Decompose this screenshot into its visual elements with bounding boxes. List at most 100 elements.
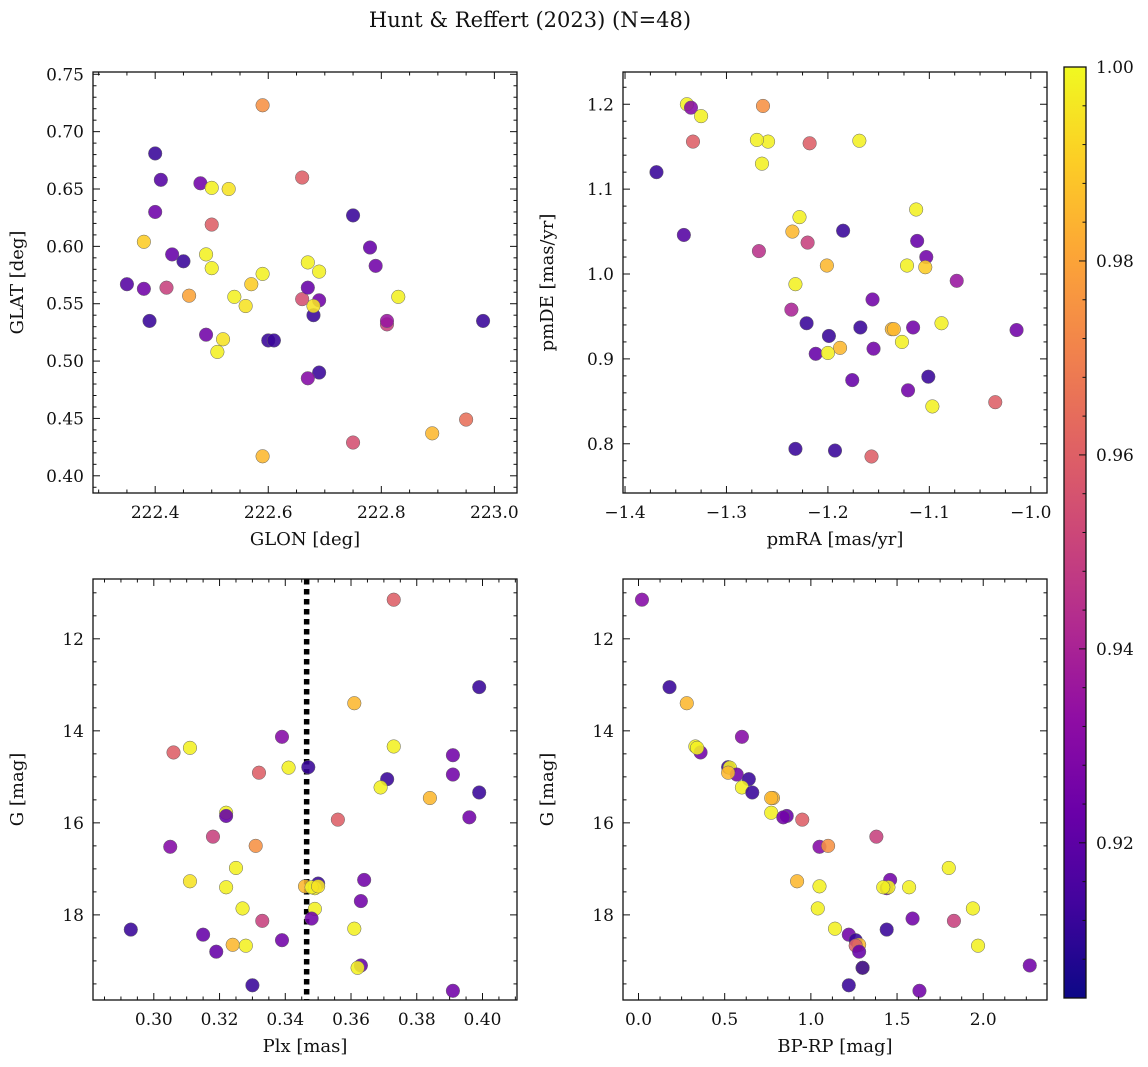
data-point <box>690 740 705 755</box>
data-point <box>821 838 836 853</box>
data-point <box>821 328 836 344</box>
data-point <box>347 696 362 711</box>
data-point <box>900 383 916 398</box>
data-point <box>776 810 791 825</box>
data-point <box>159 280 174 295</box>
y-axis-label: GLAT [deg] <box>7 231 28 335</box>
data-point <box>754 156 770 171</box>
data-point <box>909 202 924 217</box>
data-point <box>221 181 236 197</box>
data-point <box>199 247 214 262</box>
data-point <box>802 136 817 151</box>
data-point <box>225 937 240 952</box>
data-point <box>946 913 961 928</box>
x-tick-label: 0.30 <box>135 1010 173 1030</box>
data-point <box>899 258 915 273</box>
colorbar-tick-label: 0.94 <box>1096 640 1134 660</box>
data-point <box>311 879 326 894</box>
data-point <box>764 805 779 820</box>
data-point <box>228 860 244 875</box>
x-tick-label: 0.36 <box>332 1010 370 1030</box>
y-tick-label: 0.75 <box>46 65 84 85</box>
data-point <box>274 729 290 744</box>
data-point <box>379 313 395 328</box>
data-point <box>182 874 198 889</box>
data-point <box>445 983 460 998</box>
y-tick-label: 0.65 <box>46 180 84 200</box>
panels: 222.4 222.6 222.8 223.0 0.40 0.45 0.50 0.55 0.60… <box>7 65 1051 1057</box>
y-axis-label: G [mag] <box>7 753 28 826</box>
data-point <box>182 288 197 303</box>
data-point <box>965 901 980 916</box>
data-point <box>386 739 401 754</box>
y-tick-label: 12 <box>62 630 84 650</box>
data-point <box>472 785 487 800</box>
y-tick-label: 0.40 <box>46 467 84 487</box>
y-tick-label: 0.50 <box>46 352 84 372</box>
colorbar-tick-label: 0.96 <box>1096 446 1134 466</box>
x-tick-label: 0.0 <box>625 1010 652 1030</box>
x-tick-label: −1.4 <box>604 503 645 523</box>
data-point <box>795 812 810 827</box>
axes-frame <box>622 71 1048 494</box>
x-tick-label: −1.3 <box>706 503 747 523</box>
y-tick-label: 16 <box>62 814 84 834</box>
data-point <box>215 332 231 347</box>
data-point <box>295 292 310 307</box>
x-axis-label: pmRA [mas/yr] <box>767 529 904 550</box>
y-tick-label: 14 <box>62 722 84 742</box>
axes-frame <box>92 578 518 1001</box>
data-point <box>210 344 225 359</box>
data-point <box>357 872 372 887</box>
data-point <box>852 944 867 959</box>
data-point <box>865 292 880 307</box>
data-point <box>235 901 250 916</box>
data-point <box>788 441 803 456</box>
data-point <box>425 426 440 441</box>
data-point <box>219 808 234 824</box>
x-tick-label: −1.0 <box>1010 503 1051 523</box>
data-point <box>347 921 362 936</box>
y-tick-label: 0.70 <box>46 123 84 143</box>
y-tick-label: 1.2 <box>587 95 614 115</box>
x-tick-label: 1.5 <box>884 1010 911 1030</box>
data-point <box>764 790 779 806</box>
x-tick-label: 0.5 <box>711 1010 738 1030</box>
data-point <box>683 100 699 115</box>
y-tick-label: 14 <box>592 722 614 742</box>
data-point <box>238 298 253 314</box>
data-point <box>274 933 290 948</box>
data-point <box>368 258 383 273</box>
data-point <box>1009 322 1024 338</box>
data-point <box>934 316 949 331</box>
x-tick-label: −1.1 <box>909 503 950 523</box>
data-point <box>205 829 221 844</box>
figure-title: Hunt & Reffert (2023) (N=48) <box>369 8 691 32</box>
data-point <box>445 748 460 763</box>
data-point <box>876 880 891 895</box>
data-point <box>255 449 270 464</box>
data-point <box>906 320 921 335</box>
data-point <box>204 180 219 195</box>
data-point <box>244 277 259 292</box>
data-point <box>910 233 925 248</box>
data-point <box>721 765 736 780</box>
data-point <box>123 922 138 937</box>
data-point <box>894 334 909 349</box>
data-point <box>295 170 310 185</box>
data-point <box>853 320 868 335</box>
x-axis-label: BP-RP [mag] <box>777 1036 892 1057</box>
x-tick-label: 1.0 <box>797 1010 824 1030</box>
data-point <box>662 680 677 695</box>
data-point <box>301 760 316 775</box>
data-point <box>755 98 771 114</box>
data-point <box>199 327 214 342</box>
colorbar-tick-label: 0.92 <box>1096 834 1134 854</box>
scatter-points <box>634 592 1037 998</box>
y-axis-label: G [mag] <box>537 753 558 826</box>
data-point <box>792 210 807 225</box>
data-point <box>833 340 848 355</box>
scatter-points <box>123 592 487 998</box>
data-point <box>784 302 799 317</box>
